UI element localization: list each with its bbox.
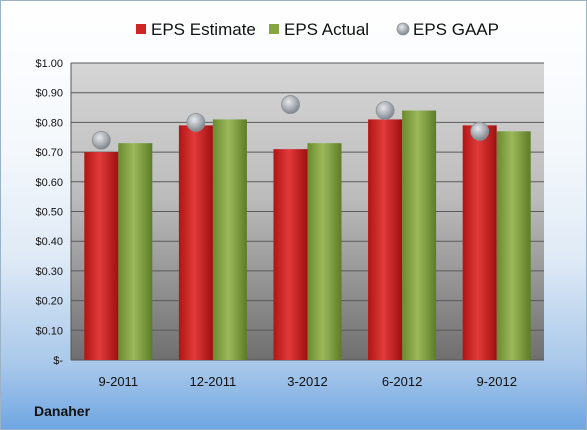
legend-marker bbox=[396, 22, 410, 36]
y-axis-ticks: $- $0.10 $0.20 $0.30 $0.40 $0.50 $0.60 $0.70 $0.… bbox=[35, 58, 63, 367]
legend-marker bbox=[269, 24, 279, 34]
y-tick-label: $0.80 bbox=[35, 117, 63, 129]
x-tick-label: 6-2012 bbox=[382, 374, 422, 389]
y-tick-label: $0.40 bbox=[35, 236, 63, 248]
y-tick-label: $0.70 bbox=[35, 147, 63, 159]
bars bbox=[84, 110, 531, 361]
y-tick-label: $0.20 bbox=[35, 296, 63, 308]
eps-estimate-bar bbox=[273, 149, 308, 360]
y-tick-label: $- bbox=[53, 355, 63, 367]
y-tick-label: $0.10 bbox=[35, 325, 63, 337]
eps-actual-bar bbox=[118, 143, 153, 360]
eps-gaap-point bbox=[470, 121, 490, 141]
x-axis-labels: 9-2011 12-2011 3-2012 6-2012 9-2012 bbox=[99, 374, 517, 389]
legend-label: EPS Estimate bbox=[151, 20, 256, 39]
x-tick-label: 9-2012 bbox=[476, 374, 516, 389]
x-tick-label: 3-2012 bbox=[287, 374, 327, 389]
x-tick-label: 12-2011 bbox=[190, 374, 237, 389]
eps-estimate-bar bbox=[462, 125, 497, 361]
gaap-points bbox=[91, 95, 490, 150]
legend-label: EPS Actual bbox=[284, 20, 369, 39]
eps-estimate-bar bbox=[178, 125, 213, 361]
eps-actual-bar bbox=[496, 131, 531, 360]
y-tick-label: $0.30 bbox=[35, 266, 63, 278]
y-tick-label: $1.00 bbox=[35, 58, 63, 70]
eps-actual-bar bbox=[212, 119, 247, 361]
eps-gaap-point bbox=[375, 101, 395, 120]
eps-actual-bar bbox=[402, 110, 437, 361]
legend-label: EPS GAAP bbox=[413, 20, 499, 39]
eps-gaap-point bbox=[281, 95, 300, 114]
y-tick-label: $0.90 bbox=[35, 88, 63, 100]
eps-estimate-bar bbox=[84, 152, 119, 360]
legend-marker bbox=[136, 24, 146, 34]
eps-actual-bar bbox=[307, 143, 342, 360]
eps-estimate-bar bbox=[368, 119, 403, 361]
x-tick-label: 9-2011 bbox=[99, 374, 139, 389]
y-tick-label: $0.60 bbox=[35, 177, 63, 189]
eps-gaap-point bbox=[91, 130, 111, 150]
y-tick-label: $0.50 bbox=[35, 207, 63, 219]
company-name: Danaher bbox=[34, 403, 91, 419]
eps-gaap-point bbox=[186, 113, 206, 132]
legend: EPS Estimate EPS Actual EPS GAAP bbox=[136, 20, 499, 39]
